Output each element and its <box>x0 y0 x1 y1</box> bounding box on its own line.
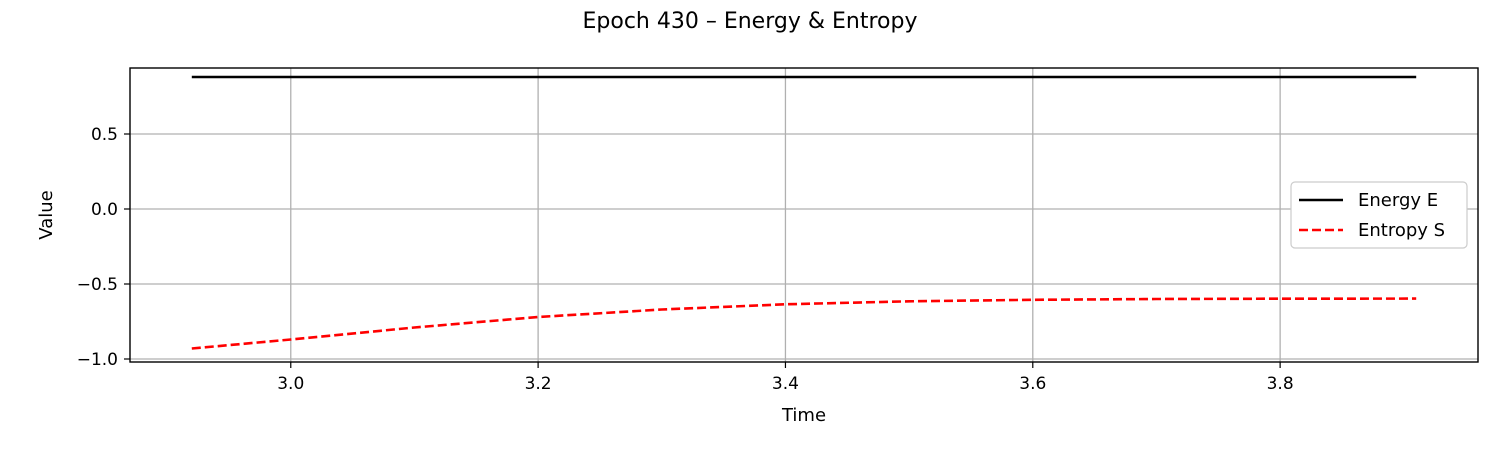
x-axis-label: Time <box>781 405 826 426</box>
y-tick-label: 0.5 <box>91 125 118 145</box>
series-line-entropy <box>191 297 1417 350</box>
series-lines <box>191 75 1417 350</box>
legend: Energy E Entropy S <box>1290 181 1468 249</box>
x-tick-label: 3.2 <box>525 374 552 394</box>
y-tick-label: −0.5 <box>77 275 118 295</box>
x-tick-label: 3.6 <box>1019 374 1046 394</box>
plot-area <box>130 68 1478 362</box>
legend-label-entropy: Entropy S <box>1358 220 1445 241</box>
x-tick-label: 3.8 <box>1267 374 1294 394</box>
y-axis-label: Value <box>36 190 57 239</box>
grid-lines <box>130 68 1478 362</box>
legend-box <box>1290 181 1468 249</box>
x-tick-label: 3.4 <box>772 374 799 394</box>
chart-title: Epoch 430 – Energy & Entropy <box>583 9 918 34</box>
x-tick-label: 3.0 <box>277 374 304 394</box>
axis-ticks: 3.0 3.2 3.4 3.6 3.8 −1.0 −0.5 0.0 0.5 <box>77 125 1294 394</box>
y-tick-label: −1.0 <box>77 350 118 370</box>
y-tick-label: 0.0 <box>91 200 118 220</box>
plot-frame <box>129 67 1479 363</box>
legend-label-energy: Energy E <box>1358 190 1438 211</box>
